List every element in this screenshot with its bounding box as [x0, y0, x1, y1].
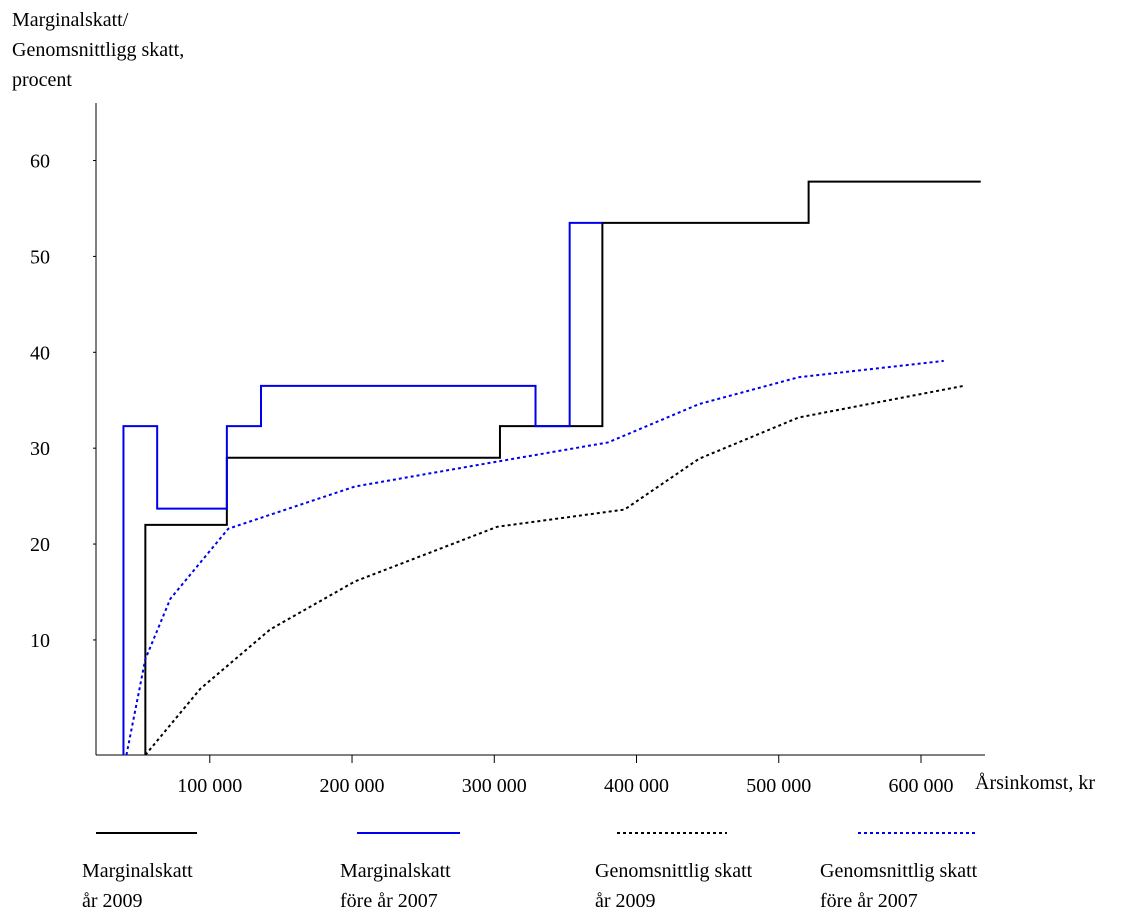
y-tick-label: 30 [30, 438, 50, 460]
x-tick-label: 200 000 [320, 775, 385, 797]
y-tick-label: 50 [30, 246, 50, 268]
x-axis-label: Årsinkomst, kr [975, 772, 1095, 794]
y-tick-label: 20 [30, 534, 50, 556]
legend-label: Genomsnittlig skatt före år 2007 [820, 860, 978, 912]
x-tick-label: 400 000 [604, 775, 669, 797]
series-line [144, 180, 981, 755]
series-line [125, 359, 944, 756]
y-tick-label: 40 [30, 342, 50, 364]
y-axis-label: Marginalskatt/Genomsnittligg skatt, proce… [12, 9, 184, 91]
x-tick-label: 300 000 [462, 775, 527, 797]
legend-label: Genomsnittlig skatt år 2009 [595, 860, 753, 912]
y-tick-label: 10 [30, 630, 50, 652]
series-line [122, 221, 603, 755]
x-tick-label: 100 000 [177, 775, 242, 797]
x-tick-label: 500 000 [746, 775, 811, 797]
legend-label: Marginalskatt år 2009 [82, 860, 193, 912]
series-line [144, 384, 964, 756]
x-tick-label: 600 000 [888, 775, 953, 797]
legend-label: Marginalskatt före år 2007 [340, 860, 451, 912]
y-tick-label: 60 [30, 151, 50, 173]
